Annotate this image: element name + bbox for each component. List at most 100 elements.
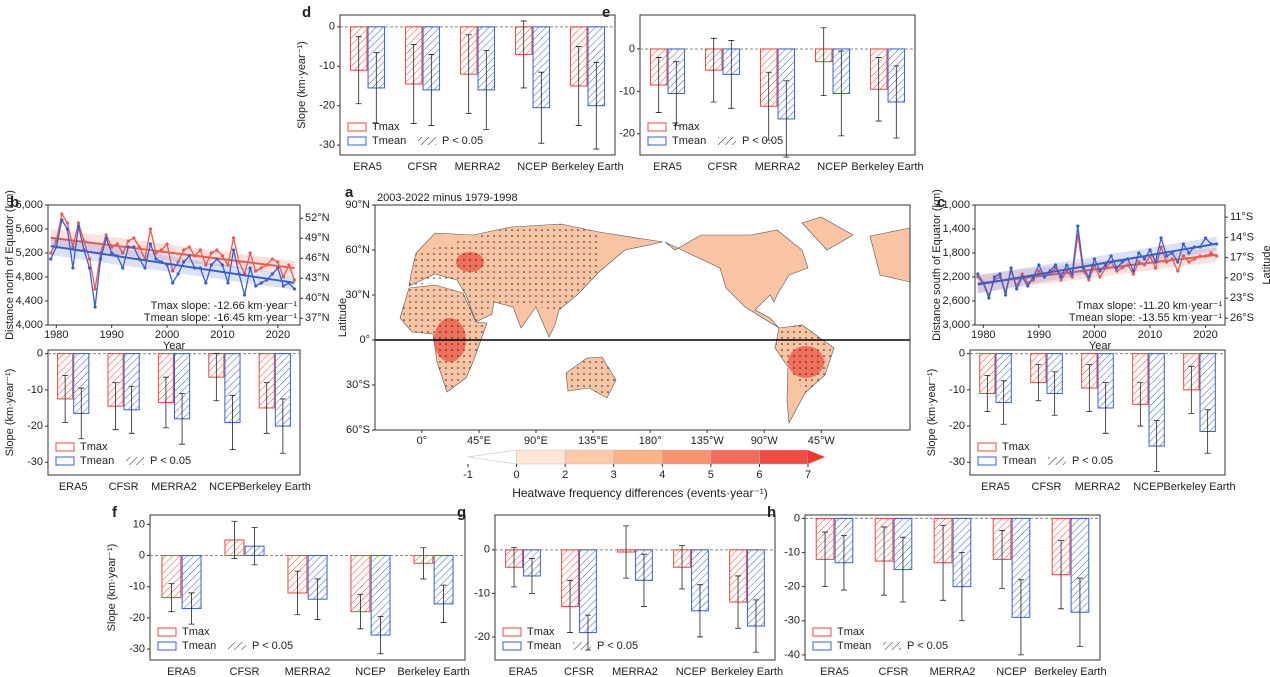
x-tick-label: MERRA2 xyxy=(755,161,801,173)
error-bar xyxy=(229,394,236,451)
x-tick-label: 180° xyxy=(639,435,662,447)
point xyxy=(998,272,1002,276)
colorbar-tick-label: 3 xyxy=(611,469,617,481)
y-tick-label: 0 xyxy=(329,21,335,33)
annotation: Tmean slope: -16.45 km·year⁻¹ xyxy=(144,312,297,324)
legend-label: Tmean xyxy=(182,640,216,652)
point xyxy=(148,242,153,246)
x-tick-label: 0° xyxy=(417,435,428,447)
point xyxy=(1037,263,1041,267)
error-bar xyxy=(752,599,759,653)
colorbar-segment xyxy=(564,449,614,465)
legend-swatch xyxy=(347,122,367,132)
y-tick-label: 2,600 xyxy=(942,295,970,307)
point xyxy=(154,257,158,261)
point xyxy=(49,257,53,261)
point xyxy=(1098,269,1102,273)
legend-swatch xyxy=(647,136,667,146)
point xyxy=(1137,260,1141,264)
point xyxy=(182,248,186,252)
y-tick-label: -10 xyxy=(27,384,43,396)
point xyxy=(226,263,230,267)
point xyxy=(281,284,285,288)
legend-swatch xyxy=(157,641,177,651)
error-bar xyxy=(820,27,827,97)
y-tick-label: 6,000 xyxy=(15,199,43,211)
error-bar xyxy=(483,50,490,130)
point xyxy=(248,251,252,255)
x-tick-label: Berkeley Earth xyxy=(551,161,623,173)
legend-label: Tmax xyxy=(1002,441,1030,453)
error-bar xyxy=(575,46,582,126)
y-tick-label: 0 xyxy=(794,512,800,524)
trend-line xyxy=(50,245,295,284)
error-bar xyxy=(188,592,195,625)
colorbar-extend xyxy=(808,450,825,464)
legend-label: P < 0.05 xyxy=(597,640,638,652)
point xyxy=(1087,275,1091,279)
error-bar xyxy=(511,547,518,588)
legend-swatch xyxy=(812,627,832,637)
point xyxy=(110,251,114,255)
legend-swatch xyxy=(977,456,997,466)
y-tick-label: 46°N xyxy=(305,252,330,264)
error-bar xyxy=(593,61,600,150)
legend-label: Tmean xyxy=(837,640,871,652)
error-bar xyxy=(162,376,169,429)
annotation: Tmax slope: -11.20 km·year⁻¹ xyxy=(1076,300,1222,312)
point xyxy=(220,263,225,267)
error-bar xyxy=(78,387,85,440)
y-tick-label: -30 xyxy=(319,139,335,151)
legend-swatch xyxy=(573,642,591,650)
x-tick-label: Berkeley Earth xyxy=(397,666,469,677)
x-tick-label: NCEP xyxy=(996,666,1027,677)
x-tick-label: ERA5 xyxy=(353,161,382,173)
y-tick-label: 14°S xyxy=(1230,231,1254,243)
point xyxy=(254,284,258,288)
point xyxy=(126,239,130,243)
point xyxy=(1181,254,1185,258)
colorbar-tick-label: 0 xyxy=(514,469,520,481)
error-bar xyxy=(999,529,1006,589)
y-axis-label: Distance south of Equator (km) xyxy=(931,189,943,341)
colorbar-segment xyxy=(467,449,517,465)
point xyxy=(132,236,136,240)
colorbar-tick-label: -1 xyxy=(463,469,473,481)
annotation: Tmean slope: -13.55 km·year⁻¹ xyxy=(1069,312,1222,324)
x-tick-label: CFSR xyxy=(408,161,438,173)
legend-label: P < 0.05 xyxy=(442,135,483,147)
y-tick-label: 0 xyxy=(484,544,490,556)
y-tick-label: -30 xyxy=(129,643,145,655)
point xyxy=(143,266,147,270)
point xyxy=(226,281,230,285)
y-tick-label: 4,400 xyxy=(15,295,43,307)
y-tick-label: 30°S xyxy=(346,379,370,391)
y-tick-label: 0° xyxy=(359,334,370,346)
point xyxy=(1115,269,1119,273)
point xyxy=(60,218,64,222)
point xyxy=(148,227,153,231)
legend-swatch xyxy=(55,456,75,466)
land xyxy=(375,216,910,425)
point xyxy=(209,263,213,267)
point xyxy=(126,245,130,249)
point xyxy=(1165,254,1169,258)
panel-label: d xyxy=(302,4,311,21)
legend-swatch xyxy=(347,136,367,146)
point xyxy=(87,257,92,261)
y-axis-label: Slope (km·year⁻¹) xyxy=(106,544,118,632)
point xyxy=(60,212,64,216)
legend-label: Tmax xyxy=(182,626,210,638)
point xyxy=(1076,224,1080,228)
legend-label: Tmax xyxy=(372,121,400,133)
panel-label: a xyxy=(345,184,354,201)
error-bar xyxy=(940,524,947,601)
y-tick-label: 60°N xyxy=(345,244,370,256)
error-bar xyxy=(520,20,527,89)
error-bar xyxy=(373,52,380,124)
point xyxy=(1187,260,1191,264)
stipple xyxy=(409,224,599,322)
point xyxy=(76,221,81,225)
legend-swatch xyxy=(502,627,522,637)
